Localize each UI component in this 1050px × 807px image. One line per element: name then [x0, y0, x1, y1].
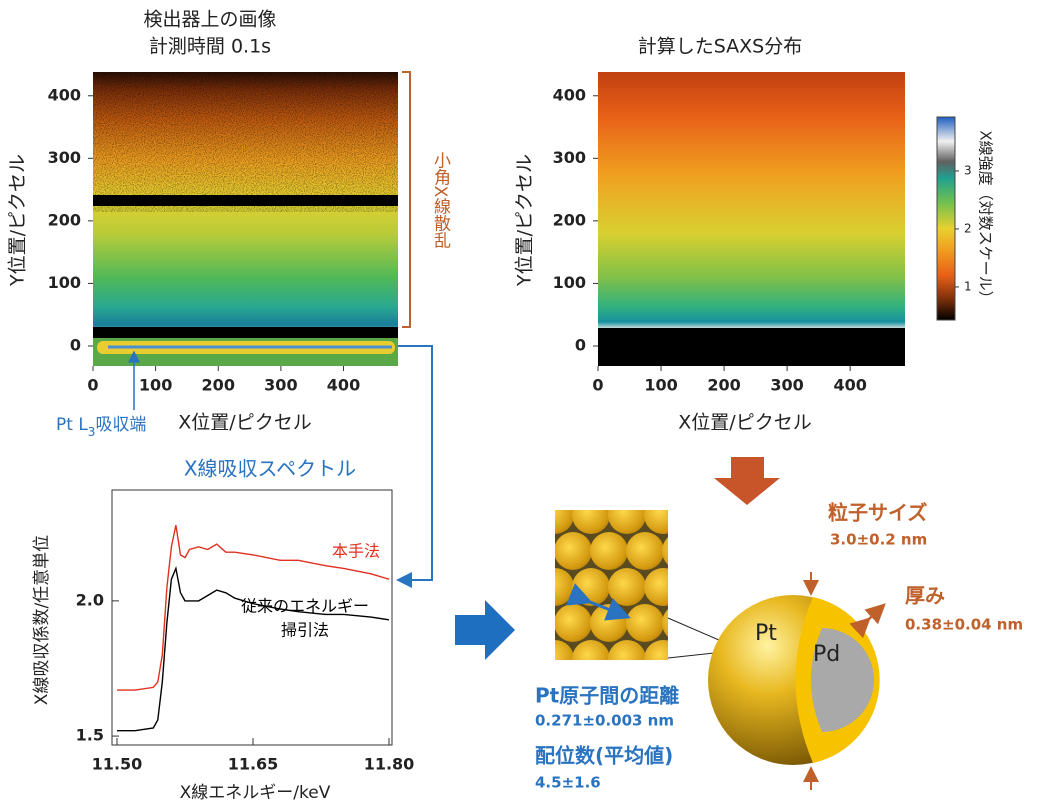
y-tick-label: 0: [70, 335, 81, 354]
x-tick-label: 300: [770, 376, 803, 395]
thickness-label: 厚み: [905, 584, 945, 608]
core-label: Pd: [813, 642, 840, 667]
right-arrow: [455, 600, 515, 660]
legend-label: 本手法: [332, 542, 380, 561]
x-axis-label: X位置/ピクセル: [678, 412, 811, 434]
y-tick-label: 1.5: [76, 726, 104, 745]
x-tick-label: 400: [327, 376, 360, 395]
down-arrow: [714, 457, 780, 505]
atom: [608, 496, 646, 534]
x-tick-label: 100: [644, 376, 677, 395]
shell-label: Pt: [755, 621, 777, 646]
thickness-value: 0.38±0.04 nm: [905, 616, 1023, 634]
legend-label: 従来のエネルギー: [241, 597, 369, 616]
figure: Pt L3吸収端 小角X線散乱 Pt Pd 粒子サイズ 3.0±0.2 nm 厚…: [0, 0, 1050, 807]
atom: [572, 496, 610, 534]
colorbar-tick-label: 3: [964, 163, 972, 177]
size-label: 粒子サイズ: [828, 501, 927, 525]
x-tick-label: 200: [202, 376, 235, 395]
beamstop-band: [598, 328, 905, 366]
y-tick-label: 2.0: [76, 590, 104, 609]
gap-band: [93, 327, 398, 338]
image-noise: [93, 72, 398, 212]
plot-frame: [112, 490, 392, 745]
x-axis-label: X線エネルギー/keV: [180, 783, 331, 803]
x-tick-label: 11.50: [92, 755, 143, 774]
coordination-value: 4.5±1.6: [535, 774, 601, 792]
y-tick-label: 200: [48, 210, 81, 229]
x-tick-label: 0: [87, 376, 98, 395]
atom: [536, 568, 574, 606]
atom: [662, 532, 700, 570]
connector: [398, 346, 432, 580]
y-tick-label: 400: [48, 85, 81, 104]
x-tick-label: 300: [264, 376, 297, 395]
distance-label: Pt原子間の距離: [535, 684, 679, 708]
thickness-arrow: [869, 605, 884, 619]
x-tick-label: 100: [139, 376, 172, 395]
atom: [608, 640, 646, 678]
size-value: 3.0±0.2 nm: [830, 531, 927, 549]
y-axis-label: Y位置/ピクセル: [7, 154, 29, 287]
distance-value: 0.271±0.003 nm: [535, 712, 674, 730]
gap-band: [93, 195, 398, 206]
atom: [554, 532, 592, 570]
bracket: [402, 72, 410, 327]
atom: [590, 532, 628, 570]
atom: [644, 496, 682, 534]
x-tick-label: 11.65: [228, 755, 279, 774]
x-tick-label: 200: [707, 376, 740, 395]
chart-title: X線吸収スペクトル: [184, 457, 356, 481]
y-tick-label: 300: [48, 148, 81, 167]
chart-title: 計算したSAXS分布: [638, 36, 803, 58]
atom: [644, 568, 682, 606]
atom: [572, 640, 610, 678]
y-tick-label: 0: [575, 335, 586, 354]
edge-annotation: Pt L3吸収端: [56, 415, 146, 439]
colorbar: [937, 117, 955, 320]
atom: [572, 568, 610, 606]
colorbar-tick-label: 2: [964, 221, 972, 235]
atom: [536, 640, 574, 678]
y-tick-label: 400: [553, 85, 586, 104]
x-tick-label: 400: [833, 376, 866, 395]
y-axis-label: X線吸収係数/任意単位: [32, 535, 52, 705]
atom: [536, 496, 574, 534]
coordination-label: 配位数(平均値): [535, 744, 673, 768]
bracket-label: 小角X線散乱: [430, 152, 451, 249]
atom: [626, 532, 664, 570]
atom: [644, 640, 682, 678]
x-tick-label: 11.80: [364, 755, 415, 774]
y-tick-label: 100: [553, 273, 586, 292]
atom: [662, 604, 700, 642]
colorbar-tick-label: 1: [964, 279, 972, 293]
y-axis-label: Y位置/ピクセル: [514, 154, 536, 287]
y-tick-label: 300: [553, 148, 586, 167]
atom: [626, 604, 664, 642]
y-tick-label: 200: [553, 210, 586, 229]
atom: [608, 568, 646, 606]
x-tick-label: 0: [592, 376, 603, 395]
y-tick-label: 100: [48, 273, 81, 292]
legend-label: 掃引法: [281, 621, 329, 640]
spectrum-line: [117, 568, 389, 730]
chart-title: 検出器上の画像: [143, 9, 276, 31]
colorbar-label: X線強度（対数スケール）: [977, 130, 995, 305]
chart-subtitle: 計測時間 0.1s: [149, 36, 271, 58]
x-axis-label: X位置/ピクセル: [178, 412, 311, 434]
atom: [554, 604, 592, 642]
saxs-image: [598, 72, 905, 366]
